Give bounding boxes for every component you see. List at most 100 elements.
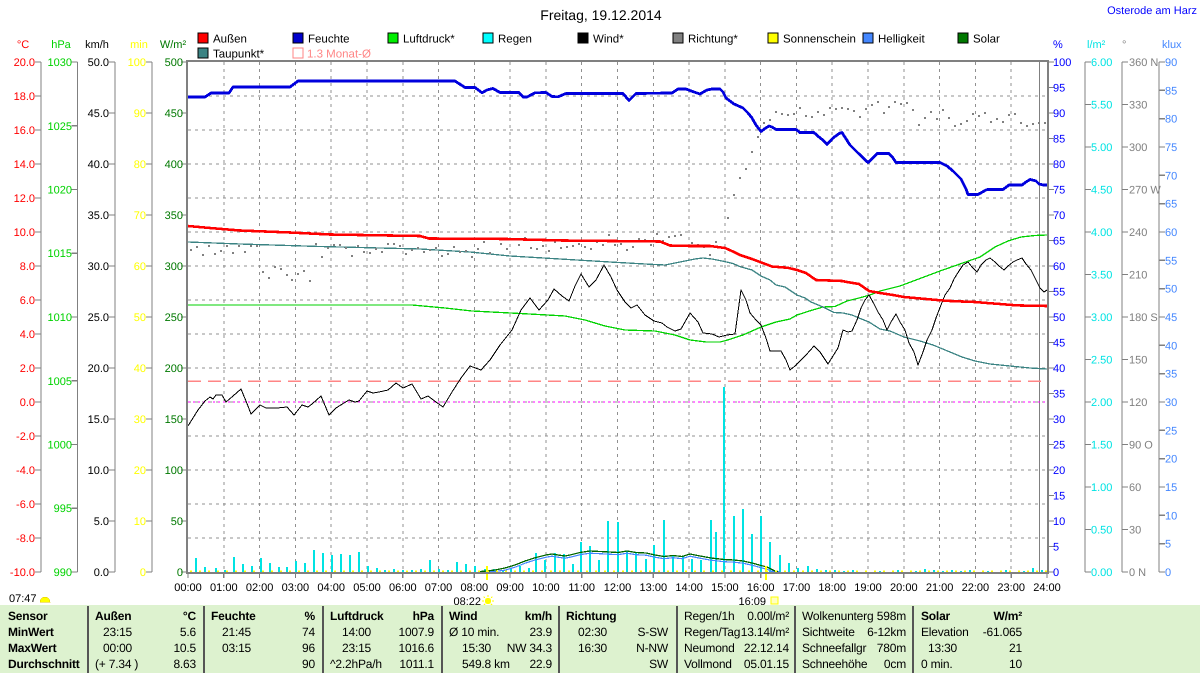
svg-text:0 N: 0 N [1129, 567, 1146, 579]
svg-text:Elevation: Elevation [921, 625, 969, 639]
svg-text:1016.6: 1016.6 [398, 641, 434, 655]
svg-text:11:00: 11:00 [568, 582, 595, 594]
svg-text:0: 0 [177, 567, 183, 579]
svg-text:SW: SW [649, 657, 669, 671]
svg-text:74: 74 [302, 625, 315, 639]
svg-text:Vollmond: Vollmond [684, 657, 732, 671]
svg-text:50: 50 [171, 516, 183, 528]
svg-text:hPa: hPa [51, 39, 71, 51]
svg-text:2.0: 2.0 [20, 363, 35, 375]
svg-text:Richtung: Richtung [566, 609, 616, 623]
svg-text:85: 85 [1053, 134, 1065, 146]
svg-text:Sensor: Sensor [8, 609, 48, 623]
svg-text:-6.0: -6.0 [16, 499, 35, 511]
svg-text:25.0: 25.0 [88, 312, 109, 324]
svg-text:13:30: 13:30 [928, 641, 958, 655]
svg-text:90: 90 [302, 657, 315, 671]
svg-text:-8.0: -8.0 [16, 533, 35, 545]
svg-text:360 N: 360 N [1129, 57, 1158, 69]
svg-text:1.00: 1.00 [1091, 482, 1112, 494]
svg-text:45.0: 45.0 [88, 108, 109, 120]
svg-text:2.00: 2.00 [1091, 397, 1112, 409]
svg-text:12:00: 12:00 [604, 582, 632, 594]
svg-text:780m: 780m [877, 641, 906, 655]
svg-text:N-NW: N-NW [636, 641, 669, 655]
svg-text:00:00: 00:00 [174, 582, 202, 594]
svg-text:5.6: 5.6 [180, 625, 197, 639]
svg-text:50: 50 [1053, 312, 1065, 324]
svg-text:05:00: 05:00 [353, 582, 381, 594]
svg-text:100: 100 [1053, 57, 1071, 69]
svg-text:240: 240 [1129, 227, 1147, 239]
svg-text:21: 21 [1009, 641, 1022, 655]
svg-text:00:00: 00:00 [103, 641, 133, 655]
svg-text:NW 34.3: NW 34.3 [507, 641, 553, 655]
svg-text:50.0: 50.0 [88, 57, 109, 69]
svg-text:250: 250 [165, 312, 183, 324]
svg-text:Wind*: Wind* [593, 34, 624, 46]
svg-text:100: 100 [165, 465, 183, 477]
svg-text:16:00: 16:00 [747, 582, 775, 594]
svg-text:Wolkenunterg: Wolkenunterg [802, 609, 873, 623]
svg-text:22.9: 22.9 [529, 657, 552, 671]
svg-text:Richtung*: Richtung* [688, 34, 738, 46]
svg-text:0: 0 [140, 567, 146, 579]
svg-text:Osterode am Harz: Osterode am Harz [1107, 5, 1197, 17]
svg-text:80: 80 [1053, 159, 1065, 171]
svg-text:90: 90 [1165, 57, 1177, 69]
svg-text:100: 100 [128, 57, 146, 69]
svg-text:330: 330 [1129, 100, 1147, 112]
svg-text:10:00: 10:00 [532, 582, 560, 594]
svg-text:16.0: 16.0 [14, 125, 35, 137]
svg-text:Regen/Tag: Regen/Tag [684, 625, 740, 639]
svg-text:-2.0: -2.0 [16, 431, 35, 443]
svg-text:80: 80 [134, 159, 146, 171]
svg-text:0.00: 0.00 [1091, 567, 1112, 579]
svg-text:0: 0 [1165, 567, 1171, 579]
svg-text:0.50: 0.50 [1091, 525, 1112, 537]
svg-text:Ø 10 min.: Ø 10 min. [449, 625, 499, 639]
svg-text:17:00: 17:00 [783, 582, 811, 594]
svg-text:45: 45 [1053, 338, 1065, 350]
svg-text:25: 25 [1053, 440, 1065, 452]
svg-text:30.0: 30.0 [88, 261, 109, 273]
svg-text:Schneefallgr: Schneefallgr [802, 641, 867, 655]
svg-text:Taupunkt*: Taupunkt* [213, 49, 265, 61]
svg-text:1.50: 1.50 [1091, 440, 1112, 452]
svg-text:0cm: 0cm [884, 657, 906, 671]
svg-text:450: 450 [165, 108, 183, 120]
svg-text:05.01.15: 05.01.15 [744, 657, 790, 671]
svg-text:200: 200 [165, 363, 183, 375]
svg-text:klux: klux [1162, 39, 1182, 51]
svg-text:16:30: 16:30 [578, 641, 608, 655]
svg-text:(+ 7.34 ): (+ 7.34 ) [95, 657, 138, 671]
svg-text:15:00: 15:00 [711, 582, 739, 594]
svg-text:90: 90 [1053, 108, 1065, 120]
svg-text:3.00: 3.00 [1091, 312, 1112, 324]
svg-text:Solar: Solar [921, 609, 951, 623]
svg-text:13:00: 13:00 [640, 582, 668, 594]
svg-text:40.0: 40.0 [88, 159, 109, 171]
svg-text:35.0: 35.0 [88, 210, 109, 222]
svg-text:20: 20 [1053, 465, 1065, 477]
svg-text:Durchschnitt: Durchschnitt [8, 657, 80, 671]
svg-text:-61.065: -61.065 [983, 625, 1023, 639]
svg-text:Regen/1h: Regen/1h [684, 609, 734, 623]
svg-text:23:15: 23:15 [103, 625, 133, 639]
svg-text:45: 45 [1165, 312, 1177, 324]
svg-text:10: 10 [1053, 516, 1065, 528]
svg-text:1011.1: 1011.1 [399, 657, 434, 671]
svg-text:0.0: 0.0 [94, 567, 109, 579]
svg-text:10: 10 [1165, 510, 1177, 522]
svg-text:20.0: 20.0 [88, 363, 109, 375]
svg-text:50: 50 [1165, 284, 1177, 296]
svg-text:10: 10 [1009, 657, 1022, 671]
svg-text:20: 20 [134, 465, 146, 477]
svg-text:30: 30 [1053, 414, 1065, 426]
svg-text:02:30: 02:30 [578, 625, 608, 639]
svg-text:70: 70 [134, 210, 146, 222]
svg-text:Außen: Außen [95, 609, 131, 623]
svg-text:0 min.: 0 min. [921, 657, 952, 671]
svg-text:10.0: 10.0 [14, 227, 35, 239]
svg-text:96: 96 [302, 641, 315, 655]
